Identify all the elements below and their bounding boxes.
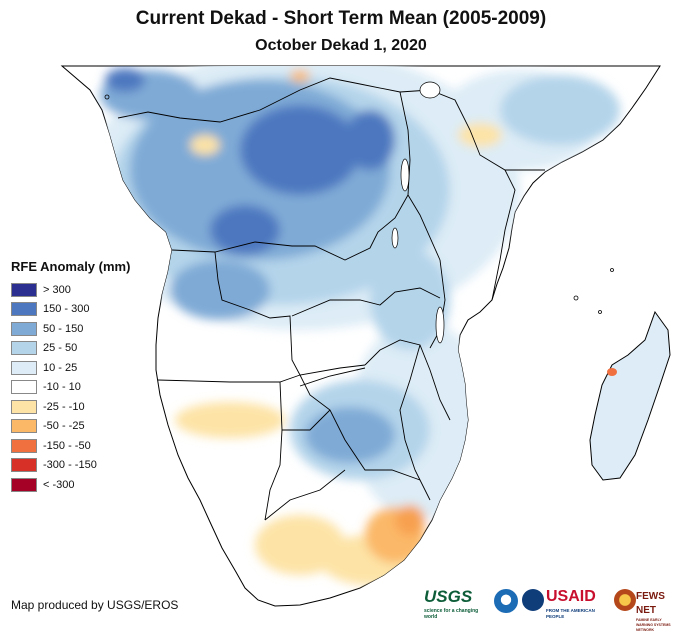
anomaly-region (607, 368, 617, 376)
lakes (391, 81, 445, 344)
legend-swatch (11, 360, 37, 375)
border-line (264, 381, 283, 521)
anomaly-region (190, 135, 220, 155)
island (610, 268, 614, 272)
islands (104, 94, 614, 314)
border-line (171, 194, 409, 261)
anomaly-region (395, 505, 425, 535)
usgs-logo-text: USGS (424, 587, 473, 606)
fews-net-logo: FEWS NET FAMINE EARLY WARNING SYSTEMS NE… (636, 586, 676, 632)
fews-tagline: FAMINE EARLY WARNING SYSTEMS NETWORK (636, 618, 671, 632)
logo-bar: USGS science for a changing world USAID … (424, 586, 676, 632)
lake (435, 306, 445, 344)
island (573, 295, 579, 301)
usgs-logo: USGS science for a changing world (424, 586, 490, 620)
anomaly-region (370, 250, 450, 350)
anomaly-region (458, 123, 502, 147)
legend-swatch (11, 438, 37, 453)
legend-label: 10 - 25 (43, 361, 78, 374)
legend-swatch (11, 282, 37, 297)
map-title: Current Dekad - Short Term Mean (2005-20… (135, 8, 547, 29)
legend-label: < -300 (43, 478, 75, 491)
legend-item: 50 - 150 (11, 319, 130, 339)
legend-label: 50 - 150 (43, 322, 84, 335)
map-subtitle: October Dekad 1, 2020 (255, 37, 427, 54)
fews-logo-text: FEWS NET (636, 591, 665, 616)
anomaly-region (345, 110, 395, 170)
legend-swatch (11, 477, 37, 492)
legend-title: RFE Anomaly (mm) (11, 259, 131, 274)
legend-item: 10 - 25 (11, 358, 130, 378)
legend-label: -50 - -25 (43, 420, 85, 433)
border-line (399, 344, 431, 501)
credit-text: Map produced by USGS/EROS (11, 598, 179, 612)
usaid-tagline: FROM THE AMERICAN PEOPLE (546, 608, 595, 619)
legend-swatch (11, 341, 37, 356)
anomaly-region (210, 205, 280, 255)
legend-item: -300 - -150 (11, 456, 130, 476)
border-line (117, 77, 545, 171)
noaa-emblem-icon (494, 589, 518, 613)
usaid-seal-icon (522, 589, 544, 611)
border-line (157, 364, 366, 383)
anomaly-region (290, 70, 310, 82)
legend-item: -150 - -50 (11, 436, 130, 456)
legend-item: -25 - -10 (11, 397, 130, 417)
legend-swatch (11, 458, 37, 473)
lake (400, 158, 410, 192)
lake (391, 227, 399, 249)
anomaly-region (105, 68, 145, 92)
island (104, 94, 110, 100)
legend-label: -25 - -10 (43, 400, 85, 413)
legend-swatch (11, 380, 37, 395)
fews-globe-icon (614, 589, 636, 611)
legend-swatch (11, 321, 37, 336)
legend-label: 150 - 300 (43, 303, 90, 316)
anomaly-region (305, 407, 395, 463)
legend-label: -150 - -50 (43, 439, 91, 452)
legend-label: -300 - -150 (43, 459, 97, 472)
legend-item: -10 - 10 (11, 378, 130, 398)
anomaly-region (175, 402, 285, 438)
border-line (299, 367, 366, 387)
country-borders (117, 77, 545, 521)
island (598, 310, 602, 314)
legend-item: > 300 (11, 280, 130, 300)
border-line (491, 169, 516, 301)
legend-item: < -300 (11, 475, 130, 495)
border-line (299, 374, 421, 481)
legend-label: > 300 (43, 283, 71, 296)
legend-item: 25 - 50 (11, 339, 130, 359)
legend-item: -50 - -25 (11, 417, 130, 437)
legend: RFE Anomaly (mm) > 300 150 - 300 50 - 150 2… (11, 259, 130, 495)
usaid-logo-text: USAID (546, 588, 596, 605)
usaid-logo: USAID FROM THE AMERICAN PEOPLE (546, 586, 614, 619)
anomaly-region (500, 75, 620, 145)
legend-items: > 300 150 - 300 50 - 150 25 - 50 10 - 25 -10 … (11, 280, 130, 495)
anomaly-region (240, 105, 360, 195)
madagascar (589, 310, 671, 481)
border-line (282, 409, 331, 431)
legend-swatch (11, 399, 37, 414)
legend-swatch (11, 419, 37, 434)
legend-item: 150 - 300 (11, 300, 130, 320)
border-line (291, 287, 441, 317)
border-line (214, 251, 301, 376)
border-line (264, 469, 346, 521)
legend-label: 25 - 50 (43, 342, 78, 355)
legend-label: -10 - 10 (43, 381, 81, 394)
legend-swatch (11, 302, 37, 317)
usgs-tagline: science for a changing world (424, 608, 479, 620)
lake (419, 81, 441, 99)
